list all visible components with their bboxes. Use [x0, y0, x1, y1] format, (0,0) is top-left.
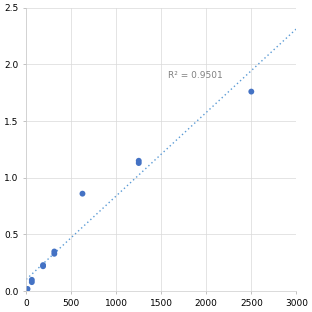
Point	[52, 251, 57, 256]
Point	[25, 286, 30, 291]
Point	[41, 264, 46, 269]
Point	[136, 161, 141, 166]
Text: R² = 0.9501: R² = 0.9501	[168, 71, 223, 80]
Point	[52, 249, 57, 254]
Point	[41, 263, 46, 268]
Point	[249, 89, 254, 94]
Point	[29, 277, 34, 282]
Point	[136, 158, 141, 163]
Point	[29, 280, 34, 285]
Point	[24, 289, 29, 294]
Point	[80, 191, 85, 196]
